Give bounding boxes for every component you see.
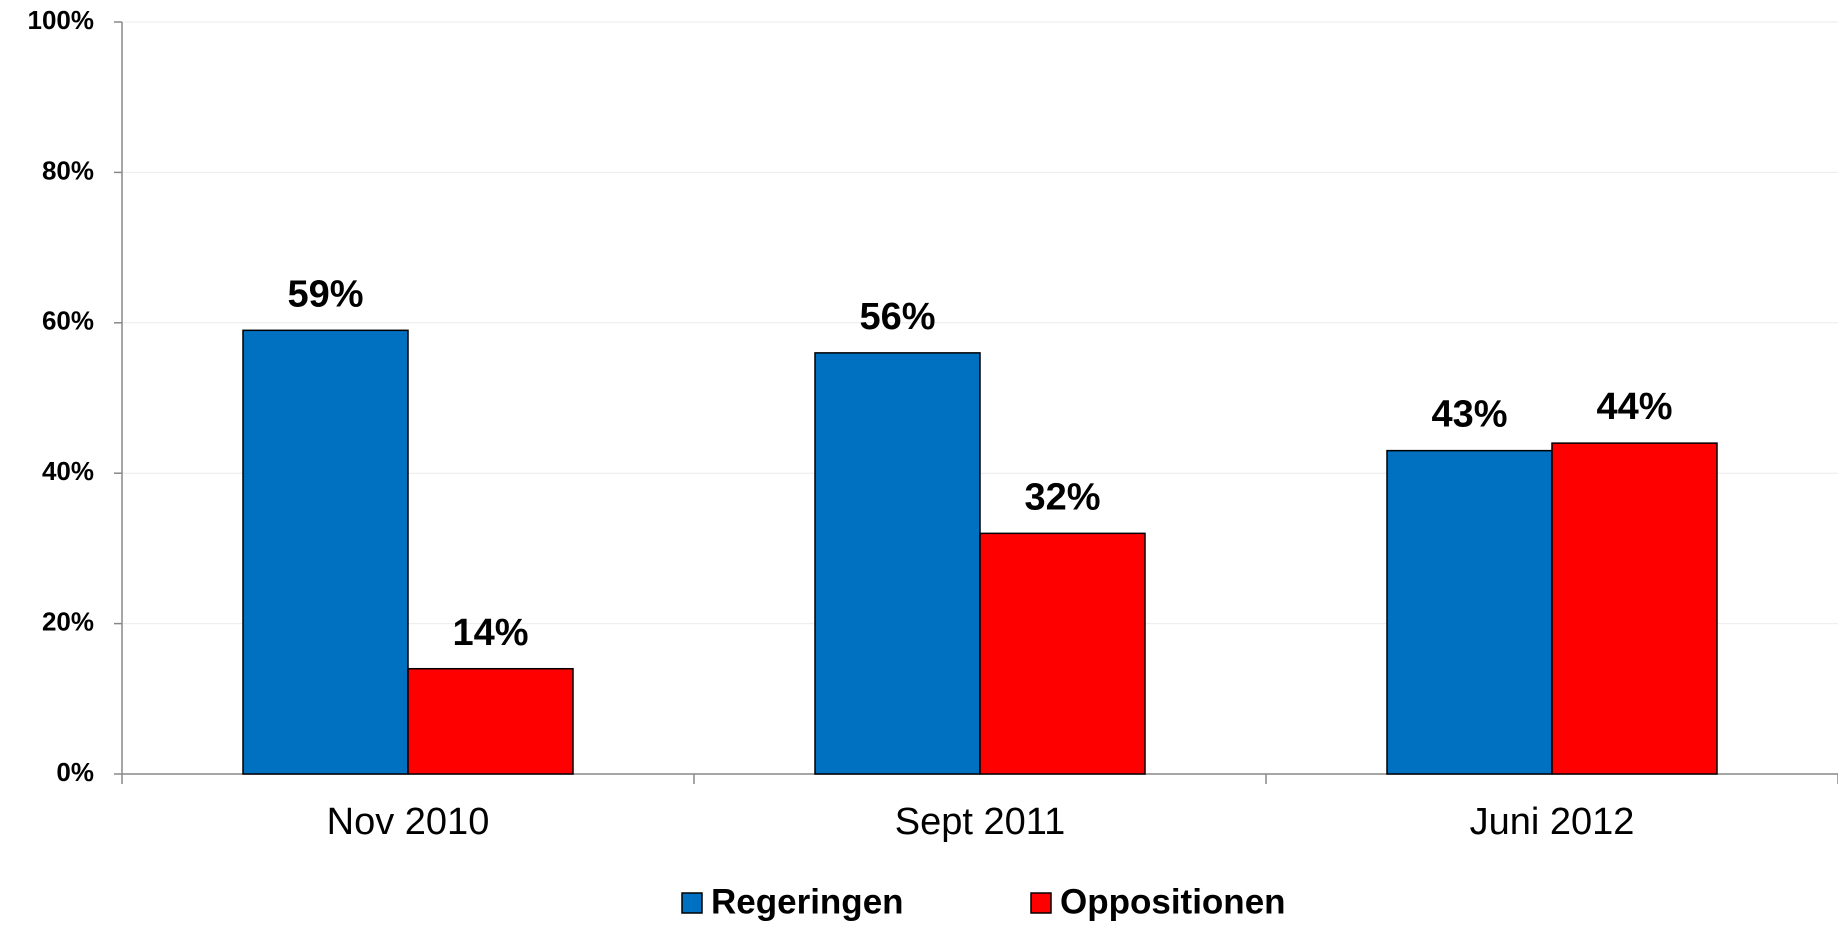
y-tick-label: 100%: [28, 5, 95, 35]
x-tick-label: Juni 2012: [1470, 801, 1635, 843]
data-label: 56%: [859, 296, 935, 338]
y-tick-label: 0%: [56, 757, 94, 787]
data-label: 32%: [1024, 476, 1100, 518]
legend-label: Oppositionen: [1060, 882, 1286, 921]
data-label: 44%: [1596, 386, 1672, 428]
y-tick-label: 40%: [42, 456, 94, 486]
data-label: 59%: [287, 273, 363, 315]
legend-swatch: [1030, 892, 1052, 914]
data-label: 14%: [452, 612, 528, 654]
bar: [814, 352, 981, 775]
y-tick-label: 20%: [42, 606, 94, 636]
bar: [979, 532, 1146, 775]
bar: [242, 329, 409, 775]
data-label: 43%: [1431, 394, 1507, 436]
x-tick-label: Nov 2010: [327, 801, 490, 843]
y-tick-label: 60%: [42, 306, 94, 336]
bar: [1386, 449, 1553, 775]
y-tick-label: 80%: [42, 155, 94, 185]
legend-swatch: [681, 892, 703, 914]
bar: [1551, 442, 1718, 775]
x-tick-label: Sept 2011: [895, 801, 1065, 843]
bar: [407, 667, 574, 775]
legend-label: Regeringen: [711, 882, 904, 921]
